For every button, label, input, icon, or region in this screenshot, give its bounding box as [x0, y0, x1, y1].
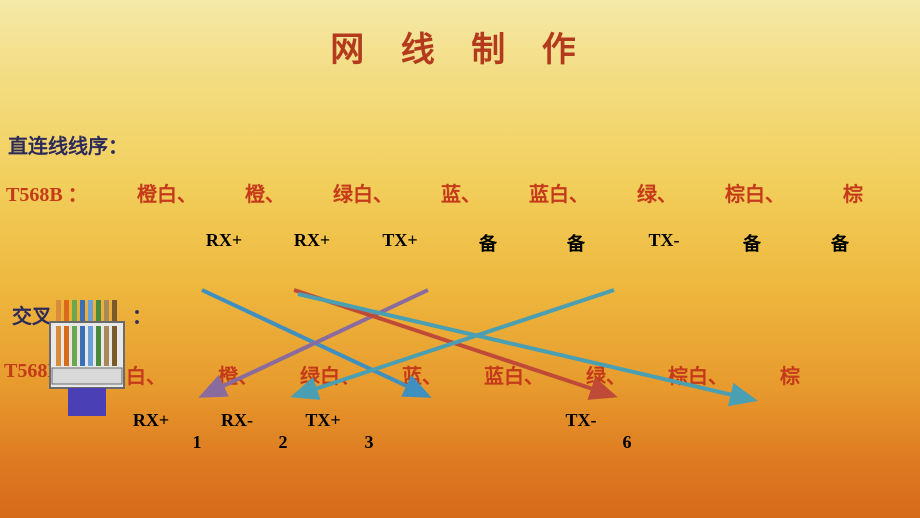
cross-wire-row: 白、橙、绿白、蓝、蓝白、绿、棕白、棕: [100, 360, 836, 389]
wire-label: 绿白、: [284, 360, 376, 389]
signal-label: [710, 410, 796, 431]
wire-label: 棕: [744, 360, 836, 389]
signal-label: [624, 410, 710, 431]
straight-signal-row: RX+RX+TX+备备TX-备备: [180, 230, 884, 256]
pin-number: [670, 432, 756, 453]
cross-signal-row: RX+RX-TX+TX-: [108, 410, 796, 431]
pin-number: [756, 432, 842, 453]
wire-label: 绿、: [608, 178, 706, 207]
wire-label: 棕: [804, 178, 902, 207]
wire-label: 棕白、: [706, 178, 804, 207]
signal-label: 备: [708, 230, 796, 256]
signal-label: TX-: [538, 410, 624, 431]
cross-number-row: 123 6: [154, 432, 842, 453]
signal-label: TX+: [280, 410, 366, 431]
pin-number: [498, 432, 584, 453]
signal-label: RX+: [268, 230, 356, 256]
wire-label: 棕白、: [652, 360, 744, 389]
signal-label: RX-: [194, 410, 280, 431]
wire-label: 橙白、: [118, 178, 216, 207]
signal-label: 备: [444, 230, 532, 256]
signal-label: [452, 410, 538, 431]
pin-number: 6: [584, 432, 670, 453]
crossover-lines-icon: [94, 272, 854, 422]
straight-heading: 直连线线序：: [8, 130, 128, 159]
wire-label: 蓝、: [376, 360, 468, 389]
wire-label: 橙、: [216, 178, 314, 207]
signal-label: TX-: [620, 230, 708, 256]
straight-wire-row: 橙白、橙、绿白、蓝、蓝白、绿、棕白、棕: [118, 178, 902, 207]
wire-label: 绿、: [560, 360, 652, 389]
pin-number: [412, 432, 498, 453]
signal-label: TX+: [356, 230, 444, 256]
pin-number: 1: [154, 432, 240, 453]
signal-label: RX+: [180, 230, 268, 256]
signal-label: 备: [532, 230, 620, 256]
wire-label: 蓝白、: [468, 360, 560, 389]
wire-label: 蓝白、: [510, 178, 608, 207]
page-title: 网 线 制 作: [0, 22, 920, 71]
wire-label: 绿白、: [314, 178, 412, 207]
wire-label: 橙、: [192, 360, 284, 389]
rj45-connector-icon: [42, 300, 132, 418]
signal-label: 备: [796, 230, 884, 256]
signal-label: [366, 410, 452, 431]
straight-standard-label: T568B ：: [6, 178, 88, 207]
wire-label: 蓝、: [412, 178, 510, 207]
pin-number: 3: [326, 432, 412, 453]
pin-number: 2: [240, 432, 326, 453]
